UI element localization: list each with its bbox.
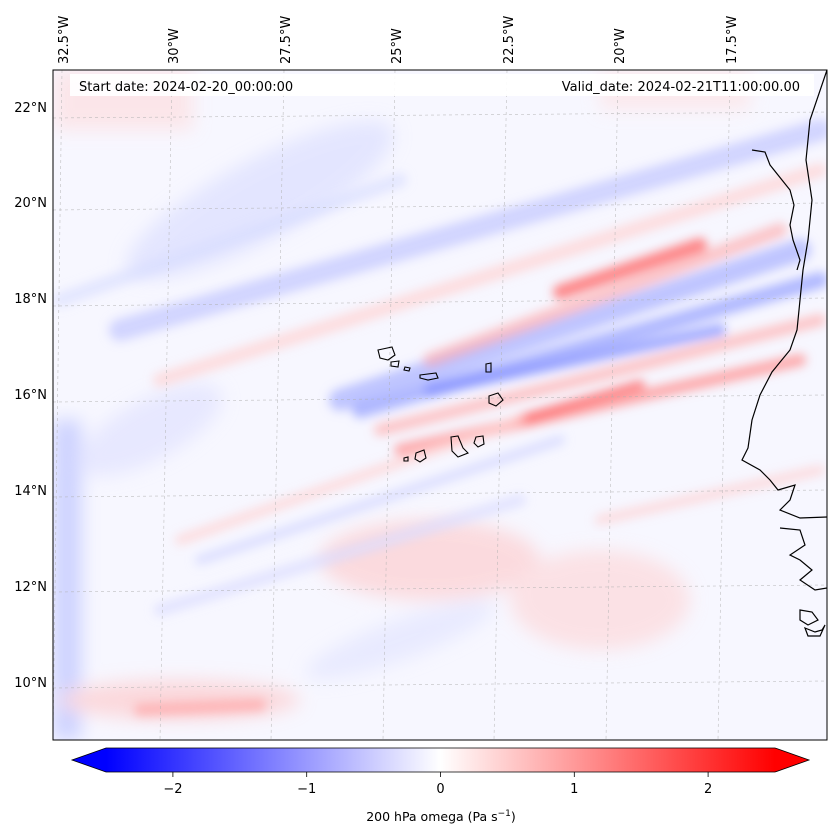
- colorbar-outline: [70, 747, 811, 773]
- lon-label: 27.5°W: [279, 16, 294, 64]
- lon-label: 20°W: [613, 28, 628, 64]
- lat-label: 16°N: [14, 388, 47, 403]
- lon-label: 30°W: [167, 28, 182, 64]
- lon-label: 17.5°W: [725, 16, 740, 64]
- colorbar-extend-low: [72, 748, 106, 772]
- islands: [377, 346, 504, 463]
- colorbar-tick-label: 0: [436, 782, 444, 797]
- lat-label: 14°N: [14, 484, 47, 499]
- map-panel: Start date: 2024-02-20_00:00:00 Valid_da…: [52, 69, 828, 741]
- lat-label: 22°N: [14, 101, 47, 116]
- colorbar-ticks: −2 −1 0 1 2: [163, 772, 712, 797]
- lon-label: 32.5°W: [57, 16, 72, 64]
- lon-label: 25°W: [390, 28, 405, 64]
- colorbar-tick-label: −2: [163, 782, 182, 797]
- colorbar-tick-label: −1: [297, 782, 316, 797]
- coastline: [741, 70, 827, 637]
- wave-bands: [53, 119, 827, 716]
- colorbar-title: 200 hPa omega (Pa s−1): [366, 809, 516, 824]
- longitude-labels: 32.5°W 30°W 27.5°W 25°W 22.5°W 20°W 17.5…: [57, 16, 740, 64]
- colorbar: −2 −1 0 1 2 200 hPa omega (Pa s−1): [70, 747, 811, 824]
- colorbar-extend-high: [775, 748, 809, 772]
- lat-label: 12°N: [14, 580, 47, 595]
- lat-label: 18°N: [14, 292, 47, 307]
- date-header: Start date: 2024-02-20_00:00:00 Valid_da…: [70, 74, 814, 96]
- colorbar-tick-label: 1: [570, 782, 578, 797]
- lat-label: 10°N: [14, 676, 47, 691]
- colorbar-gradient: [106, 748, 775, 772]
- gridlines: [53, 70, 827, 740]
- lon-label: 22.5°W: [502, 16, 517, 64]
- lat-label: 20°N: [14, 196, 47, 211]
- latitude-labels: 22°N 20°N 18°N 16°N 14°N 12°N 10°N: [14, 101, 47, 691]
- valid-date-label: Valid_date: 2024-02-21T11:00:00.00: [562, 80, 800, 95]
- start-date-label: Start date: 2024-02-20_00:00:00: [79, 80, 293, 95]
- map-frame: [52, 69, 828, 741]
- colorbar-tick-label: 2: [704, 782, 712, 797]
